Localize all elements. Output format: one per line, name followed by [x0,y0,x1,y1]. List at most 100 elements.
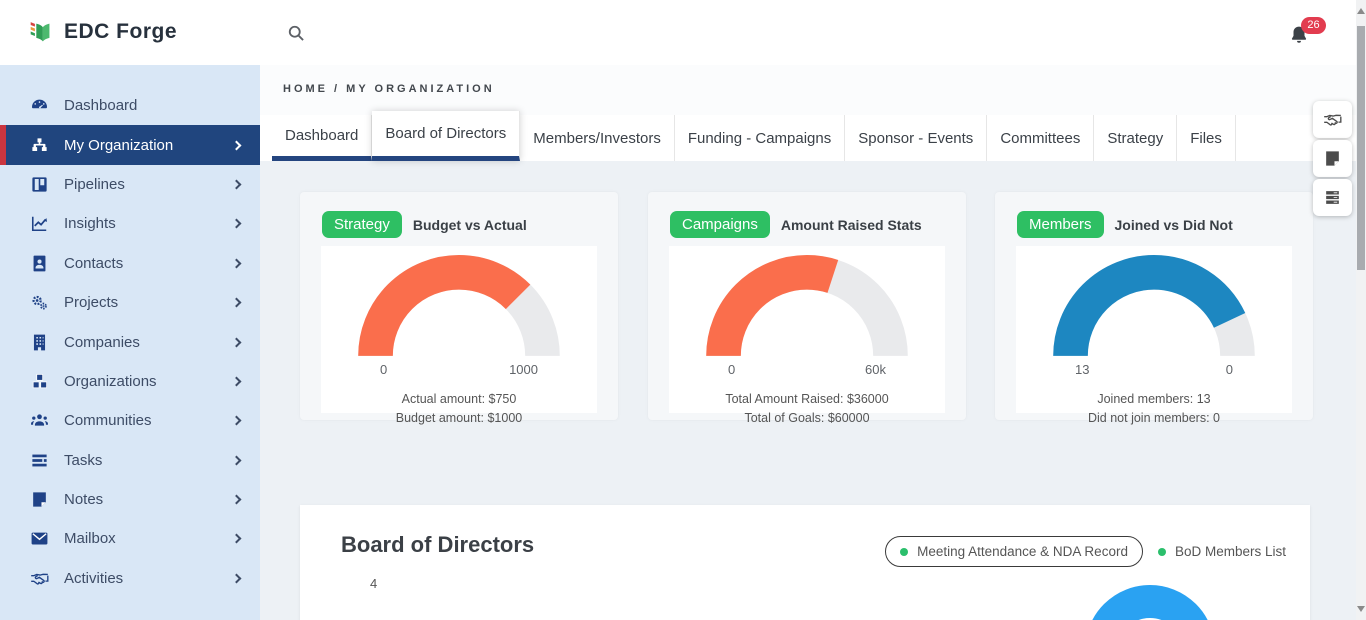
y-axis-label: Present [333,590,348,620]
sidebar-item-contacts[interactable]: Contacts [0,244,260,283]
sidebar-item-label: My Organization [64,136,174,154]
tab-members-investors[interactable]: Members/Investors [520,115,675,161]
gauge-stat-line: Actual amount: $750 [401,392,517,406]
logo-text: EDC Forge [64,20,178,43]
sidebar-item-label: Organizations [64,372,157,390]
notes-quick-button[interactable] [1313,140,1352,177]
sidebar-item-label: Tasks [64,451,103,469]
tab-strategy[interactable]: Strategy [1094,115,1178,161]
scroll-up-arrow-icon[interactable] [1357,8,1365,14]
chevron-right-icon [231,258,242,269]
tab-board-of-directors[interactable]: Board of Directors [372,111,521,161]
bod-members-donut-chart [1085,585,1215,620]
tab-committees[interactable]: Committees [987,115,1095,161]
list-icon [1323,188,1342,207]
dashboard-content: Strategy Budget vs Actual 0 1000 Actual … [260,161,1356,620]
sidebar-item-label: Dashboard [64,97,138,115]
strategy-gauge-card: Strategy Budget vs Actual 0 1000 Actual … [300,192,618,425]
gauge-stat-line: Budget amount: $1000 [395,411,523,426]
gauge-max-label: 60k [865,362,886,377]
sidebar-item-organizations[interactable]: Organizations [0,362,260,401]
chevron-right-icon [231,415,242,426]
campaigns-gauge-card: Campaigns Amount Raised Stats 0 60k Tota… [648,192,966,425]
main-area: HOME / MY ORGANIZATION Dashboard Board o… [260,65,1356,620]
chevron-right-icon [231,337,242,347]
sidebar-item-notes[interactable]: Notes [0,480,260,519]
legend-dot-icon [1157,547,1166,556]
sidebar-item-label: Projects [64,294,119,312]
kanban-icon [30,175,49,194]
sticky-note-icon [30,490,49,509]
chevron-right-icon [231,494,242,505]
sidebar-item-companies[interactable]: Companies [0,322,260,361]
category-badge: Members [1017,211,1104,238]
top-header: EDC Forge 26 [0,0,1356,65]
chevron-right-icon [231,297,242,308]
members-gauge-card: Members Joined vs Did Not 13 0 Joined me… [995,192,1313,425]
gauge-stat-line: Joined members: 13 [1097,392,1211,406]
legend-dot-icon [900,547,909,556]
sidebar-item-label: Insights [64,215,116,233]
chevron-right-icon [231,376,242,387]
sidebar-item-my-organization[interactable]: My Organization [0,125,260,165]
gauge-stat-line: Total Amount Raised: $36000 [725,392,889,406]
section-title: Board of Directors [341,532,535,557]
chevron-right-icon [231,534,242,544]
tab-dashboard[interactable]: Dashboard [272,115,373,161]
legend-item-bod-members-list[interactable]: BoD Members List [1157,544,1286,559]
chart-line-icon [30,214,49,233]
activities-quick-button[interactable] [1313,101,1352,138]
category-badge: Campaigns [670,211,770,238]
board-of-directors-card: Board of Directors Meeting Attendance & … [300,505,1310,620]
chevron-right-icon [231,218,242,229]
sidebar-item-dashboard[interactable]: Dashboard [0,86,260,125]
notifications-button[interactable]: 26 [1288,17,1334,52]
sidebar-item-label: Notes [64,491,104,509]
tab-files[interactable]: Files [1177,115,1236,161]
search-icon[interactable] [286,23,306,43]
tasks-icon [30,451,49,470]
building-icon [30,333,49,352]
gauge-min-label: 0 [380,362,388,377]
sitemap-icon [30,136,49,155]
gauge-chart: 13 0 Joined members: 13 Did not join mem… [1016,246,1292,425]
sidebar-item-insights[interactable]: Insights [0,204,260,243]
sidebar-item-pipelines[interactable]: Pipelines [0,165,260,204]
sidebar-item-activities[interactable]: Activities [0,559,260,598]
gauge-stat-line: Did not join members: 0 [1087,411,1220,426]
category-badge: Strategy [322,211,402,238]
logo-book-icon [30,22,50,42]
legend-item-meeting-attendance[interactable]: Meeting Attendance & NDA Record [885,536,1143,567]
sidebar-item-communities[interactable]: Communities [0,401,260,440]
address-book-icon [30,254,49,273]
cubes-icon [30,372,49,391]
chevron-right-icon [231,179,242,190]
sidebar-item-mailbox[interactable]: Mailbox [0,519,260,558]
chevron-right-icon [231,140,242,151]
tab-funding-campaigns[interactable]: Funding - Campaigns [674,115,846,161]
sidebar-nav: Dashboard My Organization Pipelines Insi… [0,65,260,620]
sidebar-item-label: Contacts [64,254,124,272]
vertical-scrollbar[interactable] [1356,0,1366,620]
chevron-right-icon [231,573,242,584]
scroll-down-arrow-icon[interactable] [1357,606,1365,612]
app-logo[interactable]: EDC Forge [26,17,177,47]
quick-actions-panel [1313,101,1352,216]
gauge-card-title: Joined vs Did Not [1114,216,1233,233]
envelope-icon [30,529,49,548]
sticky-note-icon [1323,149,1342,168]
cogs-icon [30,293,49,312]
y-axis-tick: 4 [370,576,378,591]
sidebar-item-label: Mailbox [64,530,116,548]
gauge-max-label: 1000 [509,362,538,377]
tasks-quick-button[interactable] [1313,179,1352,216]
sidebar-item-tasks[interactable]: Tasks [0,441,260,480]
tab-sponsor-events[interactable]: Sponsor - Events [845,115,988,161]
sidebar-item-label: Companies [64,333,140,351]
sidebar-item-projects[interactable]: Projects [0,283,260,322]
sidebar-item-label: Communities [64,412,152,430]
gauge-stat-line: Total of Goals: $60000 [744,411,870,426]
gauge-chart: 0 60k Total Amount Raised: $36000 Total … [669,246,945,425]
gauge-min-label: 13 [1075,362,1090,377]
scrollbar-thumb[interactable] [1357,26,1365,270]
